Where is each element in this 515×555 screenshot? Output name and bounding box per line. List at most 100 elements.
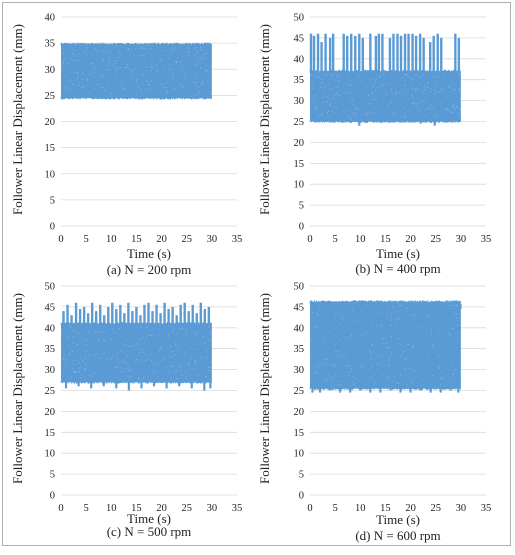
y-tick-label: 25 xyxy=(45,386,56,397)
y-tick-label: 20 xyxy=(45,407,56,418)
y-axis-title: Follower Linear Displacement (mm) xyxy=(10,24,25,215)
y-tick-label: 5 xyxy=(299,470,304,481)
x-tick-label: 15 xyxy=(131,234,142,245)
series-1 xyxy=(60,42,212,100)
x-axis-title: Time (s) xyxy=(127,511,171,526)
x-tick-label: 35 xyxy=(481,234,492,245)
chart-caption: (b) N = 400 rpm xyxy=(355,261,440,276)
x-tick-label: 0 xyxy=(58,503,63,514)
y-tick-label: 50 xyxy=(294,282,305,293)
chart-1: 0 5 10 15 20 25 30 35 40 0 5 10 15 20 25 30 35 Time (s) Fo… xyxy=(10,13,242,278)
y-tick-label: 15 xyxy=(294,159,305,170)
x-tick-label: 15 xyxy=(380,503,391,514)
x-tick-label: 10 xyxy=(106,503,117,514)
series-1 xyxy=(309,300,462,393)
x-tick-label: 25 xyxy=(430,503,441,514)
x-tick-label: 10 xyxy=(106,234,117,245)
y-tick-label: 25 xyxy=(45,91,56,102)
y-tick-label: 0 xyxy=(299,222,304,233)
x-tick-label: 10 xyxy=(355,503,366,514)
y-tick-label: 25 xyxy=(294,117,305,128)
y-tick-label: 20 xyxy=(294,138,305,149)
x-tick-label: 0 xyxy=(307,503,312,514)
y-tick-label: 40 xyxy=(45,13,56,24)
x-tick-label: 15 xyxy=(380,234,391,245)
y-tick-label: 15 xyxy=(294,428,305,439)
figure-border xyxy=(2,2,511,546)
x-tick-label: 5 xyxy=(333,503,338,514)
x-axis-title: Time (s) xyxy=(376,512,420,527)
y-tick-label: 10 xyxy=(294,180,305,191)
y-tick-label: 20 xyxy=(294,407,305,418)
data-band-edges xyxy=(60,42,212,100)
x-tick-label: 10 xyxy=(355,234,366,245)
data-band-texture xyxy=(310,304,462,386)
x-tick-label: 30 xyxy=(207,234,218,245)
x-tick-label: 25 xyxy=(430,234,441,245)
y-tick-label: 0 xyxy=(299,491,304,502)
data-band-texture xyxy=(61,326,212,380)
chart-4: 0 5 10 15 20 25 30 35 40 45 50 0 5 10 15 20 25 30 35 Time (… xyxy=(257,282,491,544)
x-axis-title: Time (s) xyxy=(376,246,420,261)
x-tick-label: 25 xyxy=(181,234,192,245)
y-tick-label: 35 xyxy=(45,344,56,355)
data-band-texture xyxy=(61,47,212,96)
data-band xyxy=(61,44,212,98)
y-tick-label: 30 xyxy=(294,96,305,107)
y-tick-label: 35 xyxy=(45,39,56,50)
y-tick-label: 30 xyxy=(294,365,305,376)
y-tick-label: 5 xyxy=(299,201,304,212)
x-tick-label: 35 xyxy=(232,234,243,245)
x-tick-label: 0 xyxy=(307,234,312,245)
y-tick-label: 40 xyxy=(294,54,305,65)
x-tick-label: 20 xyxy=(405,234,416,245)
y-axis-title: Follower Linear Displacement (mm) xyxy=(10,293,25,484)
y-tick-label: 40 xyxy=(45,323,56,334)
y-tick-label: 10 xyxy=(45,169,56,180)
chart-3: 0 5 10 15 20 25 30 35 40 45 50 0 5 10 15 20 25 30 35 Time (… xyxy=(10,282,242,540)
x-tick-label: 30 xyxy=(456,503,467,514)
y-tick-label: 50 xyxy=(294,13,305,24)
y-tick-label: 45 xyxy=(45,302,56,313)
x-tick-label: 30 xyxy=(456,234,467,245)
x-tick-label: 20 xyxy=(405,503,416,514)
y-tick-label: 0 xyxy=(50,491,55,502)
x-axis-title: Time (s) xyxy=(127,246,171,261)
y-tick-label: 25 xyxy=(294,386,305,397)
x-tick-label: 25 xyxy=(181,503,192,514)
x-tick-label: 5 xyxy=(333,234,338,245)
chart-caption: (a) N = 200 rpm xyxy=(107,262,192,277)
chart-caption: (c) N = 500 rpm xyxy=(107,524,192,539)
y-tick-label: 0 xyxy=(50,222,55,233)
y-axis-title: Follower Linear Displacement (mm) xyxy=(257,24,272,215)
y-axis-title: Follower Linear Displacement (mm) xyxy=(257,293,272,484)
data-band xyxy=(310,301,461,389)
x-tick-label: 20 xyxy=(156,503,167,514)
data-band-texture xyxy=(310,74,462,119)
y-tick-label: 45 xyxy=(294,33,305,44)
y-tick-label: 10 xyxy=(45,449,56,460)
x-tick-label: 15 xyxy=(131,503,142,514)
y-tick-label: 5 xyxy=(50,195,55,206)
x-tick-label: 5 xyxy=(84,234,89,245)
x-tick-label: 0 xyxy=(58,234,63,245)
y-tick-label: 15 xyxy=(45,428,56,439)
y-tick-label: 5 xyxy=(50,470,55,481)
chart-caption: (d) N = 600 rpm xyxy=(355,528,440,543)
y-tick-label: 40 xyxy=(294,323,305,334)
data-band-edges xyxy=(309,300,461,390)
x-tick-label: 20 xyxy=(156,234,167,245)
data-band xyxy=(310,71,461,122)
chart-2: 0 5 10 15 20 25 30 35 40 45 50 0 5 10 15 20 25 30 35 Time (… xyxy=(257,13,491,277)
data-band xyxy=(61,323,212,383)
y-tick-label: 30 xyxy=(45,65,56,76)
x-tick-label: 35 xyxy=(232,503,243,514)
y-tick-label: 45 xyxy=(294,302,305,313)
y-tick-label: 30 xyxy=(45,365,56,376)
series-1 xyxy=(309,33,462,126)
x-tick-label: 30 xyxy=(207,503,218,514)
y-tick-label: 50 xyxy=(45,282,56,293)
y-tick-label: 35 xyxy=(294,344,305,355)
